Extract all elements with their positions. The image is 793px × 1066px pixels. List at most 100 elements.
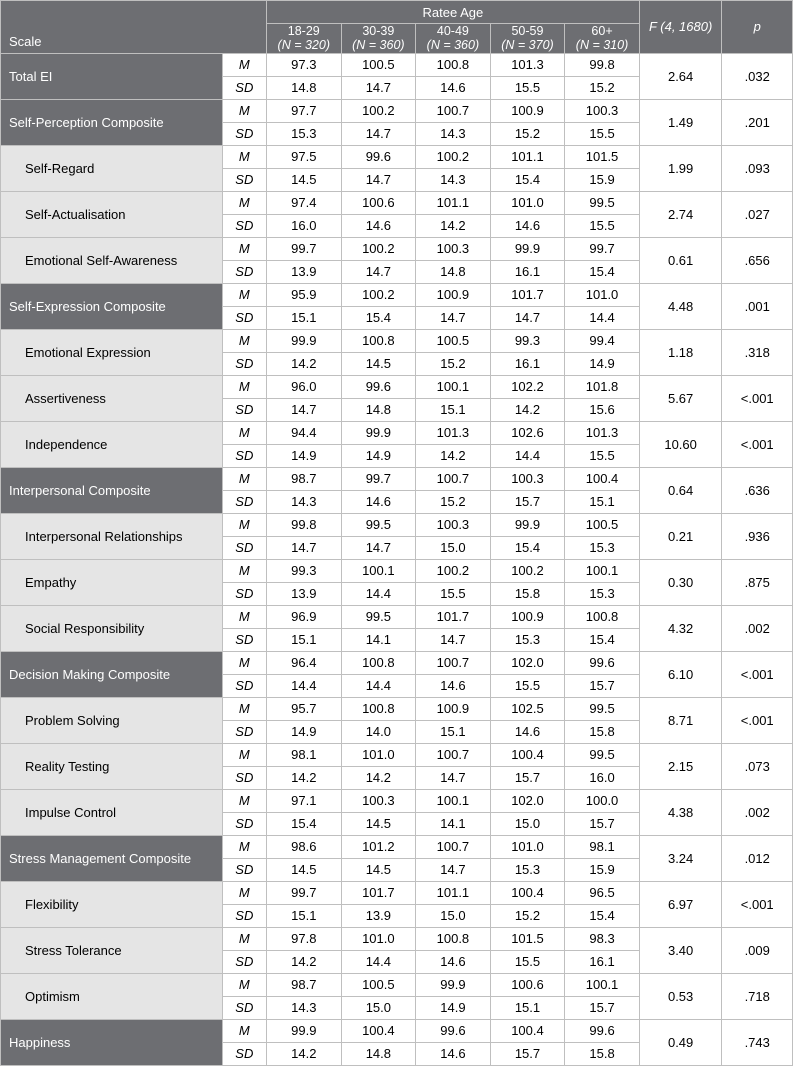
value-cell: 100.9: [490, 605, 565, 628]
header-age-group: 18-29(N = 320): [267, 24, 342, 54]
value-cell: 14.5: [341, 352, 416, 375]
p-value: .936: [722, 513, 793, 559]
value-cell: 101.3: [490, 53, 565, 76]
stat-label-sd: SD: [222, 122, 266, 145]
stat-label-m: M: [222, 881, 266, 904]
value-cell: 97.3: [267, 53, 342, 76]
value-cell: 15.1: [267, 306, 342, 329]
stat-label-m: M: [222, 467, 266, 490]
p-value: <.001: [722, 375, 793, 421]
value-cell: 100.4: [490, 743, 565, 766]
value-cell: 14.7: [341, 536, 416, 559]
value-cell: 15.2: [490, 122, 565, 145]
value-cell: 100.7: [416, 835, 491, 858]
value-cell: 100.2: [341, 237, 416, 260]
stat-label-m: M: [222, 329, 266, 352]
stat-label-m: M: [222, 99, 266, 122]
stat-label-sd: SD: [222, 582, 266, 605]
value-cell: 100.3: [416, 237, 491, 260]
p-value: .001: [722, 283, 793, 329]
f-value: 0.64: [639, 467, 722, 513]
stat-label-m: M: [222, 973, 266, 996]
value-cell: 99.6: [416, 1019, 491, 1042]
value-cell: 100.2: [490, 559, 565, 582]
table-row: Self-Expression CompositeM95.9100.2100.9…: [1, 283, 793, 306]
value-cell: 15.5: [490, 950, 565, 973]
table-row: Self-Perception CompositeM97.7100.2100.7…: [1, 99, 793, 122]
value-cell: 99.7: [267, 237, 342, 260]
age-group-n: (N = 370): [491, 38, 565, 52]
value-cell: 15.7: [565, 812, 640, 835]
value-cell: 100.3: [565, 99, 640, 122]
value-cell: 101.3: [565, 421, 640, 444]
value-cell: 100.2: [416, 145, 491, 168]
value-cell: 100.1: [565, 559, 640, 582]
value-cell: 15.5: [565, 444, 640, 467]
value-cell: 14.7: [416, 306, 491, 329]
value-cell: 99.9: [341, 421, 416, 444]
value-cell: 102.0: [490, 789, 565, 812]
value-cell: 97.5: [267, 145, 342, 168]
value-cell: 102.2: [490, 375, 565, 398]
stat-label-sd: SD: [222, 950, 266, 973]
value-cell: 100.5: [416, 329, 491, 352]
value-cell: 100.7: [416, 467, 491, 490]
value-cell: 15.1: [416, 720, 491, 743]
p-value: .002: [722, 605, 793, 651]
p-value: .002: [722, 789, 793, 835]
p-value: <.001: [722, 421, 793, 467]
f-value: 5.67: [639, 375, 722, 421]
scale-name-cell: Empathy: [1, 559, 223, 605]
table-row: Social ResponsibilityM96.999.5101.7100.9…: [1, 605, 793, 628]
value-cell: 99.8: [565, 53, 640, 76]
header-age-group: 50-59(N = 370): [490, 24, 565, 54]
f-value: 4.32: [639, 605, 722, 651]
value-cell: 98.1: [565, 835, 640, 858]
scale-name-cell: Assertiveness: [1, 375, 223, 421]
header-age-group: 60+(N = 310): [565, 24, 640, 54]
value-cell: 14.5: [267, 858, 342, 881]
value-cell: 14.2: [267, 352, 342, 375]
value-cell: 15.1: [565, 490, 640, 513]
value-cell: 99.9: [267, 329, 342, 352]
value-cell: 100.1: [565, 973, 640, 996]
value-cell: 101.1: [416, 191, 491, 214]
value-cell: 15.4: [490, 536, 565, 559]
value-cell: 97.1: [267, 789, 342, 812]
value-cell: 14.4: [490, 444, 565, 467]
stat-label-sd: SD: [222, 214, 266, 237]
header-ratee-age: Ratee Age: [267, 1, 640, 24]
stat-label-sd: SD: [222, 904, 266, 927]
value-cell: 14.7: [341, 260, 416, 283]
value-cell: 13.9: [341, 904, 416, 927]
scale-name-cell: Interpersonal Relationships: [1, 513, 223, 559]
value-cell: 100.3: [490, 467, 565, 490]
value-cell: 14.5: [267, 168, 342, 191]
value-cell: 14.3: [416, 122, 491, 145]
f-value: 10.60: [639, 421, 722, 467]
f-value: 0.49: [639, 1019, 722, 1065]
value-cell: 100.4: [490, 881, 565, 904]
value-cell: 15.7: [565, 996, 640, 1019]
stat-label-sd: SD: [222, 812, 266, 835]
value-cell: 16.1: [565, 950, 640, 973]
table-row: Interpersonal CompositeM98.799.7100.7100…: [1, 467, 793, 490]
value-cell: 14.4: [341, 674, 416, 697]
stat-label-sd: SD: [222, 352, 266, 375]
table-header: Scale Ratee Age F (4, 1680) p 18-29(N = …: [1, 1, 793, 54]
value-cell: 101.8: [565, 375, 640, 398]
value-cell: 14.2: [267, 950, 342, 973]
value-cell: 15.3: [565, 582, 640, 605]
table-row: Emotional ExpressionM99.9100.8100.599.39…: [1, 329, 793, 352]
value-cell: 100.2: [416, 559, 491, 582]
scale-name-cell: Reality Testing: [1, 743, 223, 789]
scale-name-cell: Optimism: [1, 973, 223, 1019]
value-cell: 15.9: [565, 168, 640, 191]
value-cell: 100.1: [416, 375, 491, 398]
stat-label-sd: SD: [222, 996, 266, 1019]
stat-label-sd: SD: [222, 628, 266, 651]
stat-label-m: M: [222, 927, 266, 950]
value-cell: 15.8: [565, 720, 640, 743]
p-value: <.001: [722, 881, 793, 927]
scale-name-cell: Stress Management Composite: [1, 835, 223, 881]
